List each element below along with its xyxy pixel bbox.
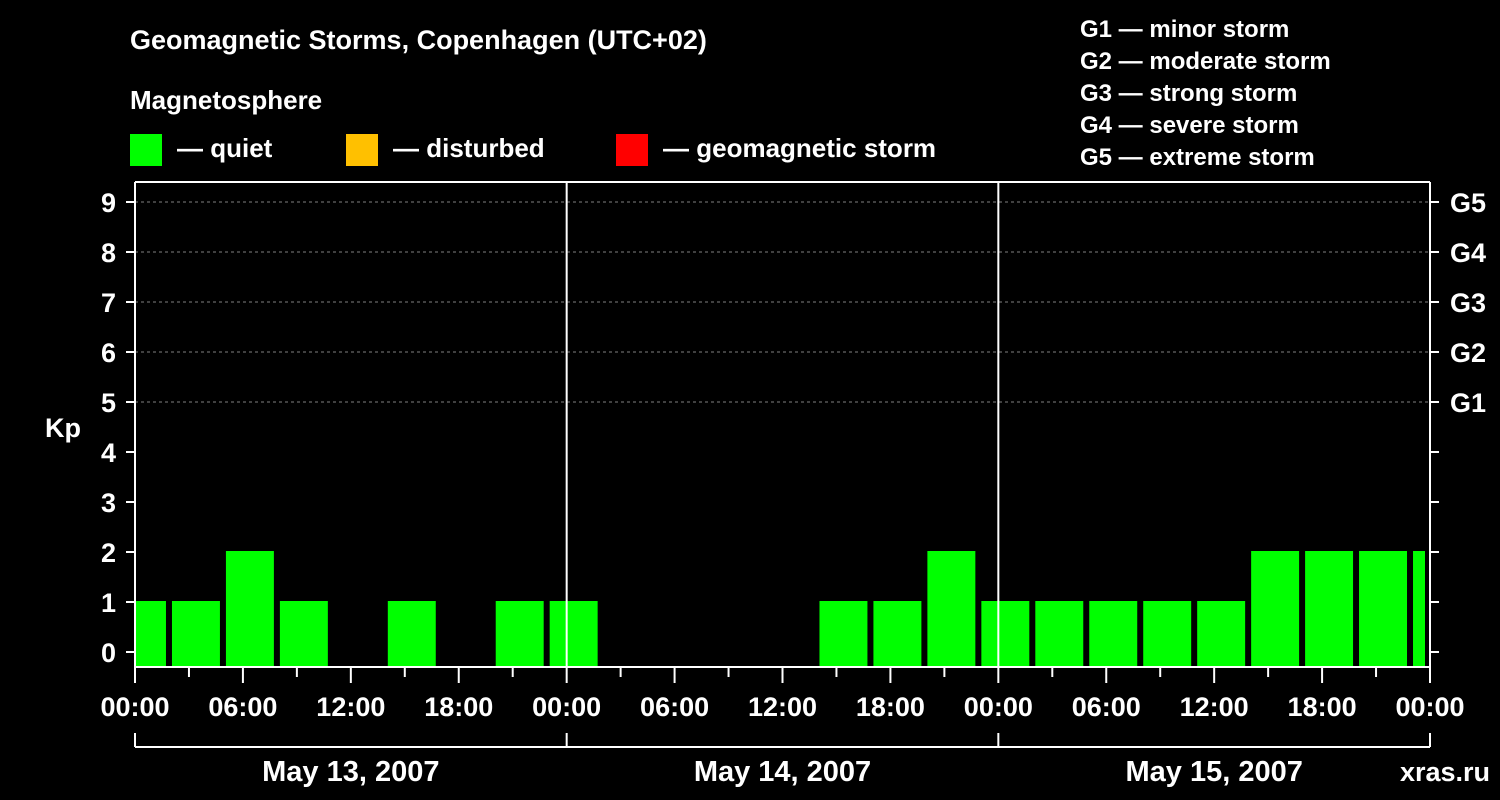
legend-swatch-storm bbox=[616, 134, 648, 166]
watermark: xras.ru bbox=[1400, 757, 1490, 787]
kp-bar-16 bbox=[1305, 551, 1354, 667]
x-tick-label-11: 18:00 bbox=[1288, 692, 1357, 722]
legend-swatch-disturbed bbox=[346, 134, 378, 166]
kp-bar-6 bbox=[549, 601, 598, 667]
y-tick-label-6: 6 bbox=[101, 338, 116, 368]
x-tick-label-5: 06:00 bbox=[640, 692, 709, 722]
date-label-2: May 15, 2007 bbox=[1125, 756, 1302, 788]
storm-scale-g4: G4 — severe storm bbox=[1080, 112, 1299, 139]
kp-bar-2 bbox=[225, 551, 274, 667]
y-tick-label-8: 8 bbox=[101, 238, 116, 268]
x-tick-label-3: 18:00 bbox=[424, 692, 493, 722]
x-tick-label-2: 12:00 bbox=[316, 692, 385, 722]
x-tick-label-12: 00:00 bbox=[1395, 692, 1464, 722]
x-tick-label-6: 12:00 bbox=[748, 692, 817, 722]
g-label-g4: G4 bbox=[1450, 238, 1486, 268]
grid-lines bbox=[135, 201, 1430, 403]
x-tick-label-7: 18:00 bbox=[856, 692, 925, 722]
kp-bar-5 bbox=[495, 601, 544, 667]
chart-title: Geomagnetic Storms, Copenhagen (UTC+02) bbox=[130, 25, 707, 55]
x-tick-label-4: 00:00 bbox=[532, 692, 601, 722]
g-label-g2: G2 bbox=[1450, 338, 1486, 368]
bars bbox=[136, 551, 1425, 667]
x-tick-label-9: 06:00 bbox=[1072, 692, 1141, 722]
kp-bar-8 bbox=[873, 601, 922, 667]
kp-bar-4 bbox=[387, 601, 436, 667]
storm-scale-legend: G1 — minor storm G2 — moderate storm G3 … bbox=[1080, 16, 1331, 171]
x-tick-label-10: 12:00 bbox=[1180, 692, 1249, 722]
axes bbox=[126, 181, 1439, 748]
kp-bar-13 bbox=[1143, 601, 1192, 667]
kp-bar-14 bbox=[1197, 601, 1246, 667]
kp-bar-9 bbox=[927, 551, 976, 667]
kp-bar-11 bbox=[1035, 601, 1084, 667]
kp-bar-7 bbox=[819, 601, 868, 667]
kp-bar-0 bbox=[136, 601, 166, 667]
legend-label-storm: — geomagnetic storm bbox=[663, 133, 936, 163]
kp-bar-17 bbox=[1359, 551, 1408, 667]
date-label-1: May 14, 2007 bbox=[694, 756, 871, 788]
y-tick-label-1: 1 bbox=[101, 588, 116, 618]
legend-label-disturbed: — disturbed bbox=[393, 133, 545, 163]
y-tick-label-9: 9 bbox=[101, 188, 116, 218]
kp-bar-1 bbox=[171, 601, 220, 667]
storm-scale-g2: G2 — moderate storm bbox=[1080, 48, 1331, 75]
magnetosphere-heading: Magnetosphere bbox=[130, 85, 322, 115]
g-label-g3: G3 bbox=[1450, 288, 1486, 318]
g-label-g1: G1 bbox=[1450, 388, 1486, 418]
kp-bar-12 bbox=[1089, 601, 1138, 667]
legend-swatch-quiet bbox=[130, 134, 162, 166]
legend-label-quiet: — quiet bbox=[177, 133, 273, 163]
kp-bar-18 bbox=[1413, 551, 1425, 667]
y-axis-label: Kp bbox=[45, 413, 81, 443]
kp-bar-3 bbox=[279, 601, 328, 667]
date-label-0: May 13, 2007 bbox=[262, 756, 439, 788]
kp-bar-10 bbox=[981, 601, 1030, 667]
y-tick-label-3: 3 bbox=[101, 488, 116, 518]
x-tick-label-8: 00:00 bbox=[964, 692, 1033, 722]
x-tick-label-1: 06:00 bbox=[208, 692, 277, 722]
axis-labels: 0 1 2 3 4 5 6 7 8 9 G1 G2 G3 G4 G5 00:00 06:00 12:00 18:00… bbox=[100, 188, 1486, 788]
storm-scale-g3: G3 — strong storm bbox=[1080, 80, 1297, 107]
kp-bar-15 bbox=[1251, 551, 1300, 667]
storm-scale-g5: G5 — extreme storm bbox=[1080, 144, 1315, 171]
y-tick-label-5: 5 bbox=[101, 388, 116, 418]
y-tick-label-4: 4 bbox=[101, 438, 116, 468]
y-tick-label-0: 0 bbox=[101, 638, 116, 668]
g-label-g5: G5 bbox=[1450, 188, 1486, 218]
y-tick-label-7: 7 bbox=[101, 288, 116, 318]
storm-scale-g1: G1 — minor storm bbox=[1080, 16, 1289, 43]
x-tick-label-0: 00:00 bbox=[100, 692, 169, 722]
y-tick-label-2: 2 bbox=[101, 538, 116, 568]
legend: — quiet — disturbed — geomagnetic storm bbox=[130, 133, 936, 166]
